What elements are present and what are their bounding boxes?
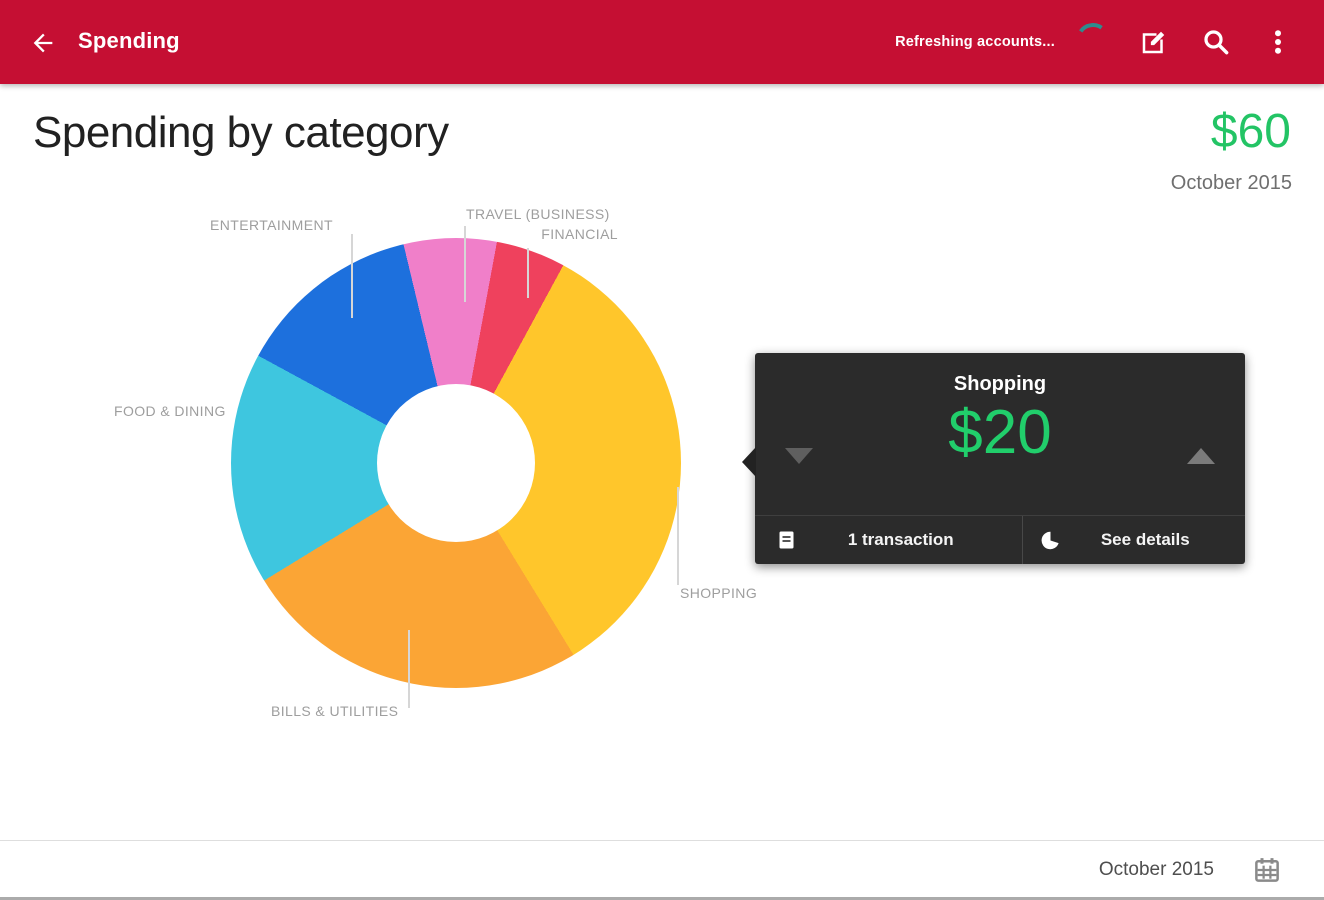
tooltip-category: Shopping [953,373,1047,395]
page-title-appbar: Spending [78,28,180,53]
compose-icon [1142,31,1165,54]
search-button[interactable] [1198,24,1234,60]
tooltip-pointer [742,447,756,477]
slice-label-food-dining: FOOD & DINING [114,403,226,419]
leader-line-entertainment [351,234,353,318]
transactions-button[interactable]: 1 transaction [755,516,1023,564]
leader-line-travel [464,226,466,302]
prev-slice-arrow-icon[interactable] [785,448,813,464]
pie-chart-icon [1041,531,1060,550]
slice-label-travel: TRAVEL (BUSINESS) [466,206,610,222]
refresh-status-text: Refreshing accounts... [895,34,1055,50]
transaction-list-icon [779,531,794,549]
donut-hole [377,384,535,542]
app-bar: Spending Refreshing accounts... [0,0,1324,84]
bottom-period-label: October 2015 [1098,858,1214,880]
total-amount: $60 [1210,105,1291,158]
screen-bottom-edge [0,897,1324,900]
transactions-label: 1 transaction [847,530,954,549]
tooltip-footer: 1 transaction See details [755,515,1245,564]
slice-label-financial: FINANCIAL [541,226,618,242]
leader-line-shopping [677,487,679,585]
overflow-menu-icon [1275,30,1281,54]
spending-donut-chart[interactable] [231,238,681,688]
back-arrow-icon [33,33,53,53]
compose-button[interactable] [1136,24,1172,60]
slice-label-shopping: SHOPPING [680,585,758,601]
slice-tooltip: Shopping $20 1 transaction See details [742,353,1245,564]
tooltip-amount: $20 [948,398,1052,467]
see-details-button[interactable]: See details [1023,516,1245,564]
leader-line-financial [527,248,529,298]
see-details-label: See details [1100,530,1190,549]
slice-label-entertainment: ENTERTAINMENT [210,217,333,233]
period-selector-bar[interactable]: October 2015 [0,840,1324,898]
search-icon [1204,30,1229,55]
calendar-icon[interactable] [1252,855,1282,885]
header-period: October 2015 [1170,172,1292,194]
leader-line-bills [408,630,410,708]
back-button[interactable] [26,26,60,60]
overflow-menu-button[interactable] [1260,24,1296,60]
refresh-spinner-icon [1073,20,1113,60]
page-heading: Spending by category [33,108,449,157]
next-slice-arrow-icon[interactable] [1187,448,1215,464]
slice-label-bills-utilities: BILLS & UTILITIES [271,703,399,719]
